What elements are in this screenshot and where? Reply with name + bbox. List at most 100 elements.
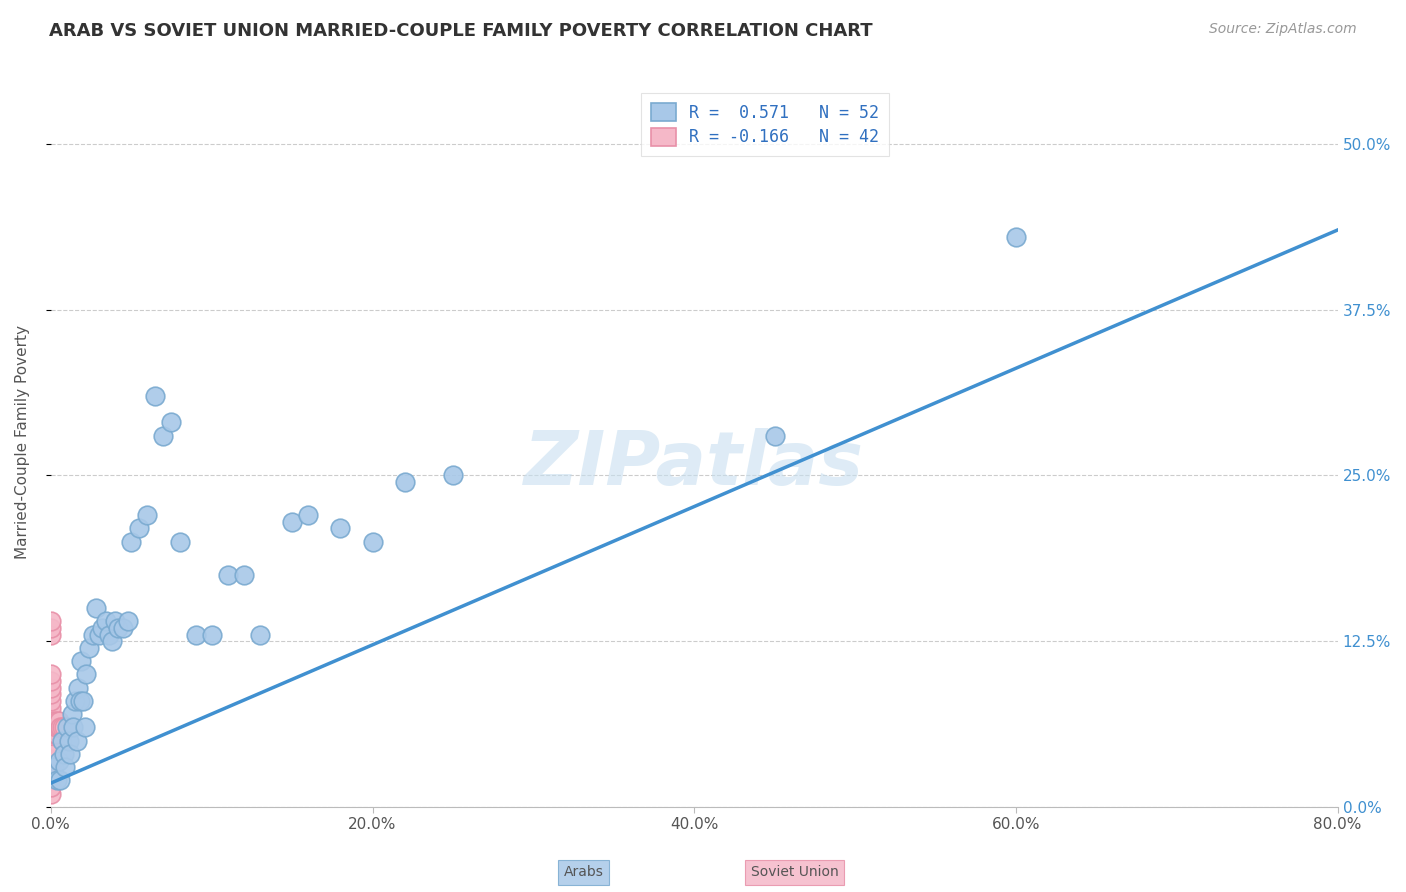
Point xyxy=(48,754,70,768)
Point xyxy=(112,621,135,635)
Point xyxy=(184,627,207,641)
Point xyxy=(329,521,352,535)
Point xyxy=(39,615,62,629)
Point xyxy=(104,615,127,629)
Point xyxy=(152,428,174,442)
Point xyxy=(42,733,65,747)
Point xyxy=(94,615,117,629)
Point xyxy=(1005,229,1028,244)
Point xyxy=(101,634,124,648)
Point xyxy=(59,747,82,761)
Point xyxy=(297,508,319,523)
Point xyxy=(53,760,76,774)
Point xyxy=(281,515,304,529)
Point xyxy=(39,767,62,781)
Point xyxy=(441,468,464,483)
Text: Source: ZipAtlas.com: Source: ZipAtlas.com xyxy=(1209,22,1357,37)
Point xyxy=(39,767,62,781)
Point xyxy=(39,694,62,708)
Point xyxy=(91,621,114,635)
Point xyxy=(39,720,62,734)
Point xyxy=(145,389,167,403)
Point xyxy=(72,694,94,708)
Point xyxy=(49,773,72,788)
Point xyxy=(42,760,65,774)
Text: ARAB VS SOVIET UNION MARRIED-COUPLE FAMILY POVERTY CORRELATION CHART: ARAB VS SOVIET UNION MARRIED-COUPLE FAMI… xyxy=(49,22,873,40)
Point xyxy=(39,780,62,794)
Point xyxy=(79,640,101,655)
Point xyxy=(51,733,73,747)
Point xyxy=(39,733,62,747)
Point xyxy=(45,727,67,741)
Point xyxy=(75,667,97,681)
Point xyxy=(70,654,93,668)
Text: Soviet Union: Soviet Union xyxy=(751,865,838,880)
Point xyxy=(60,707,83,722)
Point xyxy=(41,733,63,747)
Point xyxy=(39,787,62,801)
Point xyxy=(49,720,72,734)
Point xyxy=(42,714,65,728)
Point xyxy=(232,567,254,582)
Point xyxy=(45,720,67,734)
Point xyxy=(39,714,62,728)
Point xyxy=(201,627,224,641)
Point xyxy=(41,747,63,761)
Point xyxy=(69,694,91,708)
Point xyxy=(217,567,239,582)
Point xyxy=(67,681,90,695)
Point xyxy=(160,415,183,429)
Point xyxy=(39,727,62,741)
Point xyxy=(46,773,69,788)
Point xyxy=(82,627,104,641)
Point xyxy=(65,733,87,747)
Point xyxy=(39,621,62,635)
Point xyxy=(394,475,416,489)
Point xyxy=(39,707,62,722)
Point xyxy=(117,615,139,629)
Point xyxy=(39,773,62,788)
Point xyxy=(39,673,62,688)
Point xyxy=(51,720,73,734)
Point xyxy=(97,627,120,641)
Point xyxy=(58,733,80,747)
Point xyxy=(136,508,159,523)
Point xyxy=(73,720,96,734)
Text: ZIPatlas: ZIPatlas xyxy=(524,427,865,500)
Point xyxy=(39,687,62,701)
Point xyxy=(169,534,191,549)
Point xyxy=(763,428,786,442)
Point xyxy=(39,667,62,681)
Point xyxy=(41,720,63,734)
Point xyxy=(63,694,86,708)
Point xyxy=(39,780,62,794)
Point xyxy=(87,627,110,641)
Point xyxy=(128,521,150,535)
Text: Arabs: Arabs xyxy=(564,865,603,880)
Point xyxy=(39,700,62,714)
Point xyxy=(42,720,65,734)
Point xyxy=(56,720,79,734)
Point xyxy=(52,720,75,734)
Point xyxy=(62,720,84,734)
Y-axis label: Married-Couple Family Poverty: Married-Couple Family Poverty xyxy=(15,326,30,559)
Point xyxy=(107,621,129,635)
Point xyxy=(46,720,69,734)
Point xyxy=(39,681,62,695)
Point xyxy=(41,727,63,741)
Point xyxy=(52,747,75,761)
Point xyxy=(39,627,62,641)
Point xyxy=(41,740,63,755)
Point xyxy=(48,714,70,728)
Legend: R =  0.571   N = 52, R = -0.166   N = 42: R = 0.571 N = 52, R = -0.166 N = 42 xyxy=(641,93,889,156)
Point xyxy=(84,601,107,615)
Point xyxy=(120,534,142,549)
Point xyxy=(361,534,384,549)
Point xyxy=(249,627,271,641)
Point xyxy=(39,747,62,761)
Point xyxy=(48,720,70,734)
Point xyxy=(42,727,65,741)
Point xyxy=(39,773,62,788)
Point xyxy=(39,754,62,768)
Point xyxy=(46,714,69,728)
